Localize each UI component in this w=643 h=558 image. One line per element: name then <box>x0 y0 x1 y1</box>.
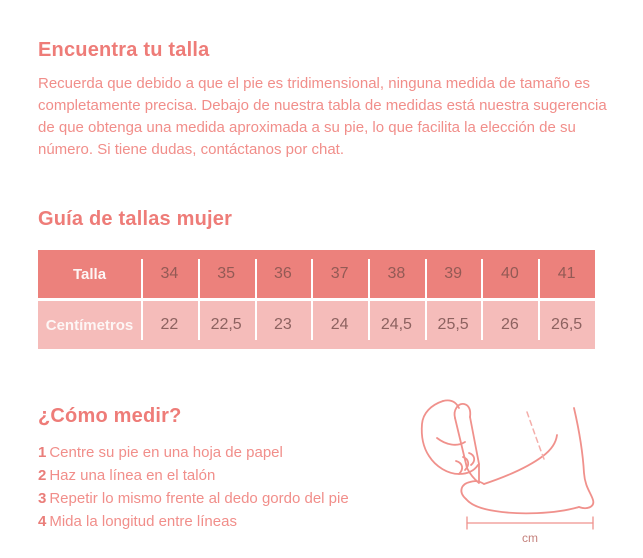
cm-value: 22,5 <box>210 316 242 333</box>
size-table-centimetros-row: Centímetros 22 22,5 23 24 24,5 25,5 26 2… <box>38 301 595 349</box>
cm-value: 26 <box>500 316 519 333</box>
size-table: Talla 34 35 36 37 38 39 40 41 Centímetro… <box>38 250 595 349</box>
table-divider <box>424 259 427 340</box>
cm-value: 24 <box>330 316 349 333</box>
size-table-centimetros-label: Centímetros <box>45 316 134 334</box>
table-divider <box>197 259 200 340</box>
cm-value: 26,5 <box>551 316 583 333</box>
find-size-description: Recuerda que debido a que el pie es trid… <box>38 75 607 158</box>
table-divider <box>254 259 257 340</box>
cm-value: 23 <box>273 316 292 333</box>
size-guide-title: Guía de tallas mujer <box>38 208 233 230</box>
find-size-title: Encuentra tu talla <box>38 39 210 61</box>
size-value: 35 <box>217 265 236 282</box>
how-to-measure-title: ¿Cómo medir? <box>38 405 182 427</box>
cm-value: 22 <box>160 316 179 333</box>
cm-value: 24,5 <box>380 316 412 333</box>
size-value: 40 <box>500 265 519 282</box>
step-number: 2 <box>38 467 47 484</box>
measure-steps-list: 1 Centre su pie en una hoja de papel 2 Haz… <box>38 441 603 533</box>
table-divider <box>481 259 484 340</box>
measure-step: 4 Mida la longitud entre líneas <box>38 510 603 533</box>
step-number: 3 <box>38 490 47 507</box>
size-guide-section: Guía de tallas mujer Talla 34 35 36 37 3… <box>38 207 603 349</box>
step-number: 1 <box>38 444 47 461</box>
size-value: 34 <box>160 265 179 282</box>
size-value: 37 <box>330 265 349 282</box>
table-divider <box>538 259 541 340</box>
how-to-measure-section: ¿Cómo medir? 1 Centre su pie en una hoja … <box>38 399 603 545</box>
table-divider <box>368 259 371 340</box>
table-divider <box>311 259 314 340</box>
step-text: Haz una línea en el talón <box>49 467 216 484</box>
find-size-section: Encuentra tu talla Recuerda que debido a… <box>38 38 607 161</box>
size-table-talla-label: Talla <box>72 265 107 283</box>
step-text: Mida la longitud entre líneas <box>49 513 237 530</box>
step-text: Centre su pie en una hoja de papel <box>49 444 283 461</box>
size-value: 36 <box>273 265 292 282</box>
measure-step: 2 Haz una línea en el talón <box>38 464 603 487</box>
measure-step: 3 Repetir lo mismo frente al dedo gordo d… <box>38 487 603 510</box>
size-value: 39 <box>444 265 463 282</box>
step-number: 4 <box>38 513 47 530</box>
measure-step: 1 Centre su pie en una hoja de papel <box>38 441 603 464</box>
size-table-talla-row: Talla 34 35 36 37 38 39 40 41 <box>38 250 595 298</box>
size-value: 41 <box>557 265 576 282</box>
table-divider <box>141 259 144 340</box>
size-value: 38 <box>387 265 406 282</box>
cm-unit-label: cm <box>522 531 538 545</box>
cm-value: 25,5 <box>437 316 469 333</box>
step-text: Repetir lo mismo frente al dedo gordo de… <box>49 490 349 507</box>
